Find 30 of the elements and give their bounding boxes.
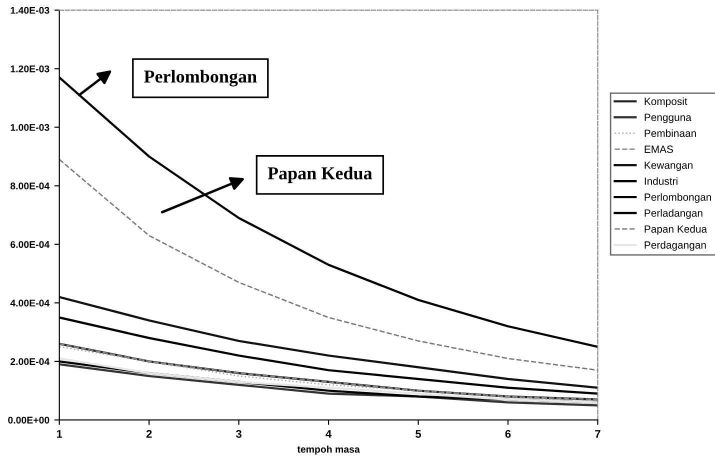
x-tick-label: 1 bbox=[56, 430, 62, 438]
legend-label: Komposit bbox=[644, 97, 688, 108]
y-tick-label: 1.00E-03 bbox=[10, 124, 50, 131]
x-tick-label: 6 bbox=[505, 430, 511, 438]
y-tick-label: 1.40E-03 bbox=[10, 6, 50, 14]
y-tick-label: 4.00E-04 bbox=[10, 300, 50, 306]
x-tick-label: 4 bbox=[326, 430, 332, 438]
line-series bbox=[59, 296, 598, 389]
legend-label: Perladangan bbox=[644, 209, 702, 219]
legend-label: Perlombongan bbox=[644, 193, 712, 203]
legend-label: EMAS bbox=[644, 146, 673, 153]
legend-label: Kewangan bbox=[644, 162, 692, 171]
annotation: Perlombongan bbox=[144, 70, 257, 86]
y-tick-label: 0.00E+00 bbox=[8, 416, 50, 424]
legend-label: Perdagangan bbox=[644, 241, 706, 251]
annotation: Papan Kedua bbox=[268, 166, 372, 184]
y-tick-label: 6.00E-04 bbox=[10, 241, 50, 248]
line-series bbox=[59, 158, 598, 371]
x-tick-label: 3 bbox=[236, 430, 242, 438]
x-tick-label: 5 bbox=[416, 430, 422, 438]
y-tick-label: 2.00E-04 bbox=[10, 358, 50, 366]
legend-label: Papan Kedua bbox=[644, 225, 708, 235]
legend-label: Industri bbox=[644, 177, 678, 185]
x-axis-title: tempoh masa bbox=[297, 446, 360, 455]
legend-label: Pengguna bbox=[644, 114, 692, 124]
x-tick-label: 7 bbox=[595, 430, 600, 438]
legend-label: Pembinaan bbox=[644, 129, 696, 137]
y-tick-label: 1.20E-03 bbox=[10, 65, 50, 72]
x-tick-label: 2 bbox=[146, 430, 152, 438]
y-tick-label: 8.00E-04 bbox=[10, 182, 50, 190]
